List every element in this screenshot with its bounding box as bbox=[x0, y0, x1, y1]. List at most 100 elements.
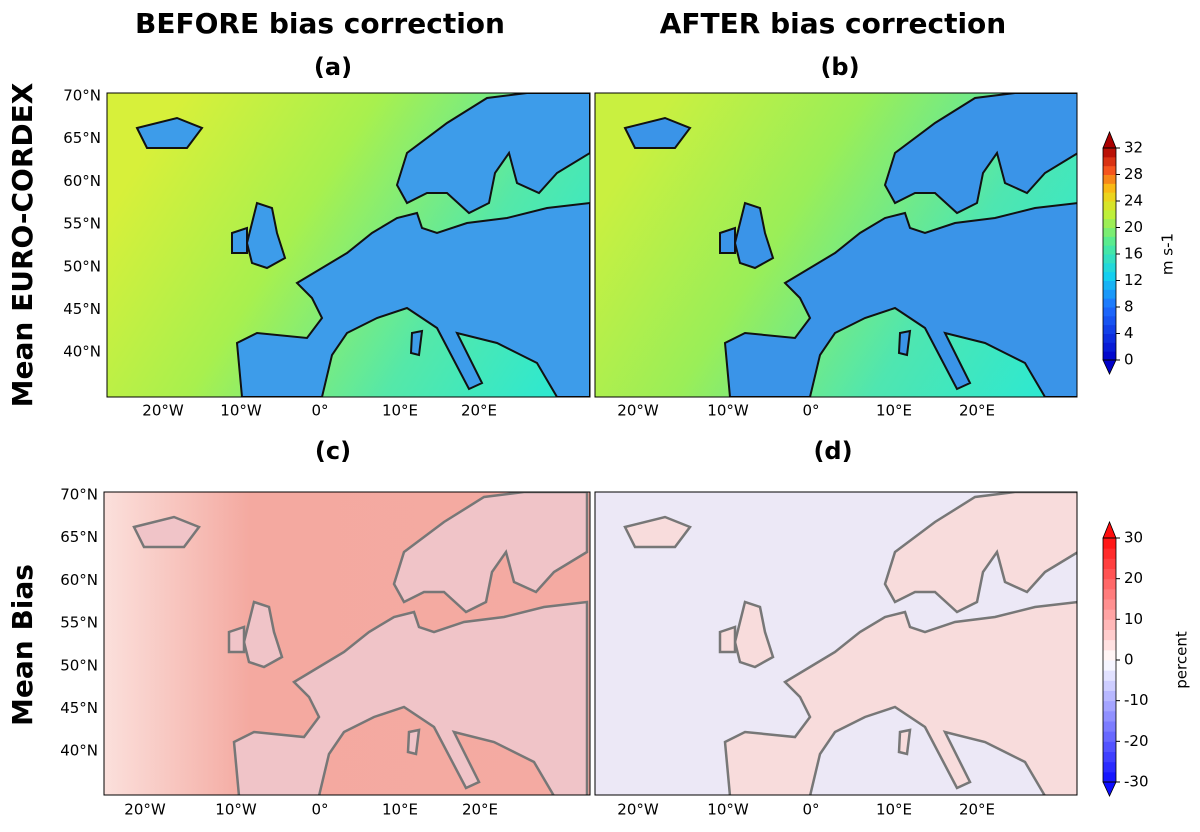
colorbar-cell bbox=[1103, 751, 1116, 763]
lat-tick-label: 55°N bbox=[60, 614, 98, 632]
colorbar-cell bbox=[1103, 342, 1116, 352]
colorbar-cell bbox=[1103, 254, 1116, 264]
lon-tick-label: 0° bbox=[311, 402, 328, 420]
colorbar-cell bbox=[1103, 315, 1116, 326]
colorbar-extend bbox=[1102, 781, 1117, 797]
colorbar-cell bbox=[1103, 741, 1116, 752]
panel-label: (d) bbox=[813, 437, 852, 465]
lon-tick-label: 20°W bbox=[124, 801, 166, 819]
lat-tick-label: 50°N bbox=[60, 656, 98, 674]
panel-label: (c) bbox=[315, 437, 351, 465]
map-panel bbox=[595, 93, 1077, 397]
lat-tick-label: 70°N bbox=[60, 486, 98, 504]
colorbar-cell bbox=[1103, 538, 1116, 549]
lat-tick-label: 65°N bbox=[60, 528, 98, 546]
row-label: Mean Bias bbox=[6, 564, 39, 726]
colorbar-cell bbox=[1103, 670, 1116, 681]
colorbar-cell bbox=[1103, 307, 1116, 317]
colorbar-cell bbox=[1103, 201, 1116, 211]
colorbar-extend bbox=[1102, 359, 1117, 375]
lon-tick-label: 10°W bbox=[707, 402, 749, 420]
lon-tick-label: 20°W bbox=[617, 801, 659, 819]
map-panel bbox=[107, 93, 590, 397]
colorbar-cell bbox=[1103, 609, 1116, 620]
colorbar-cell bbox=[1103, 156, 1116, 167]
colorbar-cell bbox=[1103, 771, 1116, 783]
lon-tick-label: 10°E bbox=[382, 801, 418, 819]
lon-tick-label: 20°W bbox=[142, 402, 184, 420]
colorbar-cell bbox=[1103, 227, 1116, 237]
colorbar-cell bbox=[1103, 262, 1116, 273]
lon-tick-label: 10°W bbox=[220, 402, 262, 420]
column-title: AFTER bias correction bbox=[660, 7, 1006, 40]
colorbar-cell bbox=[1103, 639, 1116, 651]
colorbar-tick-label: 20 bbox=[1124, 569, 1143, 587]
lon-tick-label: 10°W bbox=[215, 801, 257, 819]
colorbar-cell bbox=[1103, 183, 1116, 193]
colorbar-cell bbox=[1103, 690, 1116, 702]
lat-tick-label: 50°N bbox=[63, 257, 101, 275]
lat-tick-label: 70°N bbox=[63, 87, 101, 105]
colorbar-extend bbox=[1102, 520, 1117, 539]
colorbar-cell bbox=[1103, 721, 1116, 732]
colorbar-tick-label: 28 bbox=[1124, 165, 1143, 183]
lon-tick-label: 20°E bbox=[959, 801, 995, 819]
colorbar-cell bbox=[1103, 731, 1116, 742]
row-label: Mean EURO-CORDEX bbox=[6, 82, 39, 407]
panel-frame bbox=[106, 92, 591, 398]
lon-tick-label: 20°W bbox=[617, 402, 659, 420]
colorbar-cell bbox=[1103, 629, 1116, 641]
colorbar-tick-label: 10 bbox=[1124, 610, 1143, 628]
colorbar-cell bbox=[1103, 710, 1116, 722]
colorbar-cell bbox=[1103, 568, 1116, 580]
lat-tick-label: 45°N bbox=[63, 300, 101, 318]
lat-tick-label: 60°N bbox=[60, 571, 98, 589]
lon-tick-label: 10°E bbox=[876, 402, 912, 420]
colorbar-cell bbox=[1103, 280, 1116, 290]
colorbar-tick-label: 32 bbox=[1124, 139, 1143, 157]
map-panel bbox=[104, 492, 590, 795]
lon-tick-label: 0° bbox=[802, 402, 819, 420]
colorbar-cell bbox=[1103, 558, 1116, 569]
colorbar-tick-label: 16 bbox=[1124, 245, 1143, 263]
colorbar-tick-label: 24 bbox=[1124, 192, 1143, 210]
colorbar-cell bbox=[1103, 289, 1116, 299]
lon-tick-label: 10°E bbox=[876, 801, 912, 819]
panel-label: (a) bbox=[314, 53, 352, 81]
colorbar-tick-label: 4 bbox=[1124, 324, 1134, 342]
colorbar-cell bbox=[1103, 271, 1116, 281]
colorbar-cell bbox=[1103, 333, 1116, 343]
colorbar-cell bbox=[1103, 619, 1116, 630]
colorbar-cell bbox=[1103, 761, 1116, 773]
colorbar-cell bbox=[1103, 236, 1116, 246]
colorbar-tick-label: 20 bbox=[1124, 218, 1143, 236]
lon-tick-label: 0° bbox=[311, 801, 328, 819]
colorbar-label: percent bbox=[1173, 631, 1191, 689]
lat-tick-label: 40°N bbox=[63, 343, 101, 361]
colorbar-tick-label: -20 bbox=[1124, 732, 1149, 750]
colorbar-cell bbox=[1103, 192, 1116, 202]
lon-tick-label: 10°W bbox=[707, 801, 749, 819]
column-title: BEFORE bias correction bbox=[135, 7, 505, 40]
colorbar-tick-label: 8 bbox=[1124, 298, 1134, 316]
colorbar-cell bbox=[1103, 209, 1116, 220]
colorbar-cell bbox=[1103, 588, 1116, 600]
colorbar-cell bbox=[1103, 700, 1116, 712]
lon-tick-label: 10°E bbox=[382, 402, 418, 420]
colorbar-tick-label: -10 bbox=[1124, 691, 1149, 709]
colorbar-cell bbox=[1103, 148, 1116, 158]
colorbar-tick-label: 30 bbox=[1124, 529, 1143, 547]
colorbar-tick-label: -30 bbox=[1124, 773, 1149, 791]
colorbar-cell bbox=[1103, 599, 1116, 610]
lat-tick-label: 45°N bbox=[60, 699, 98, 717]
lat-tick-label: 60°N bbox=[63, 172, 101, 190]
colorbar-cell bbox=[1103, 680, 1116, 691]
colorbar-tick-label: 12 bbox=[1124, 271, 1143, 289]
lat-tick-label: 65°N bbox=[63, 129, 101, 147]
colorbar-cell bbox=[1103, 218, 1116, 228]
colorbar-cell bbox=[1103, 649, 1116, 661]
panel-frame bbox=[594, 491, 1078, 796]
lon-tick-label: 0° bbox=[802, 801, 819, 819]
lon-tick-label: 20°E bbox=[462, 801, 498, 819]
